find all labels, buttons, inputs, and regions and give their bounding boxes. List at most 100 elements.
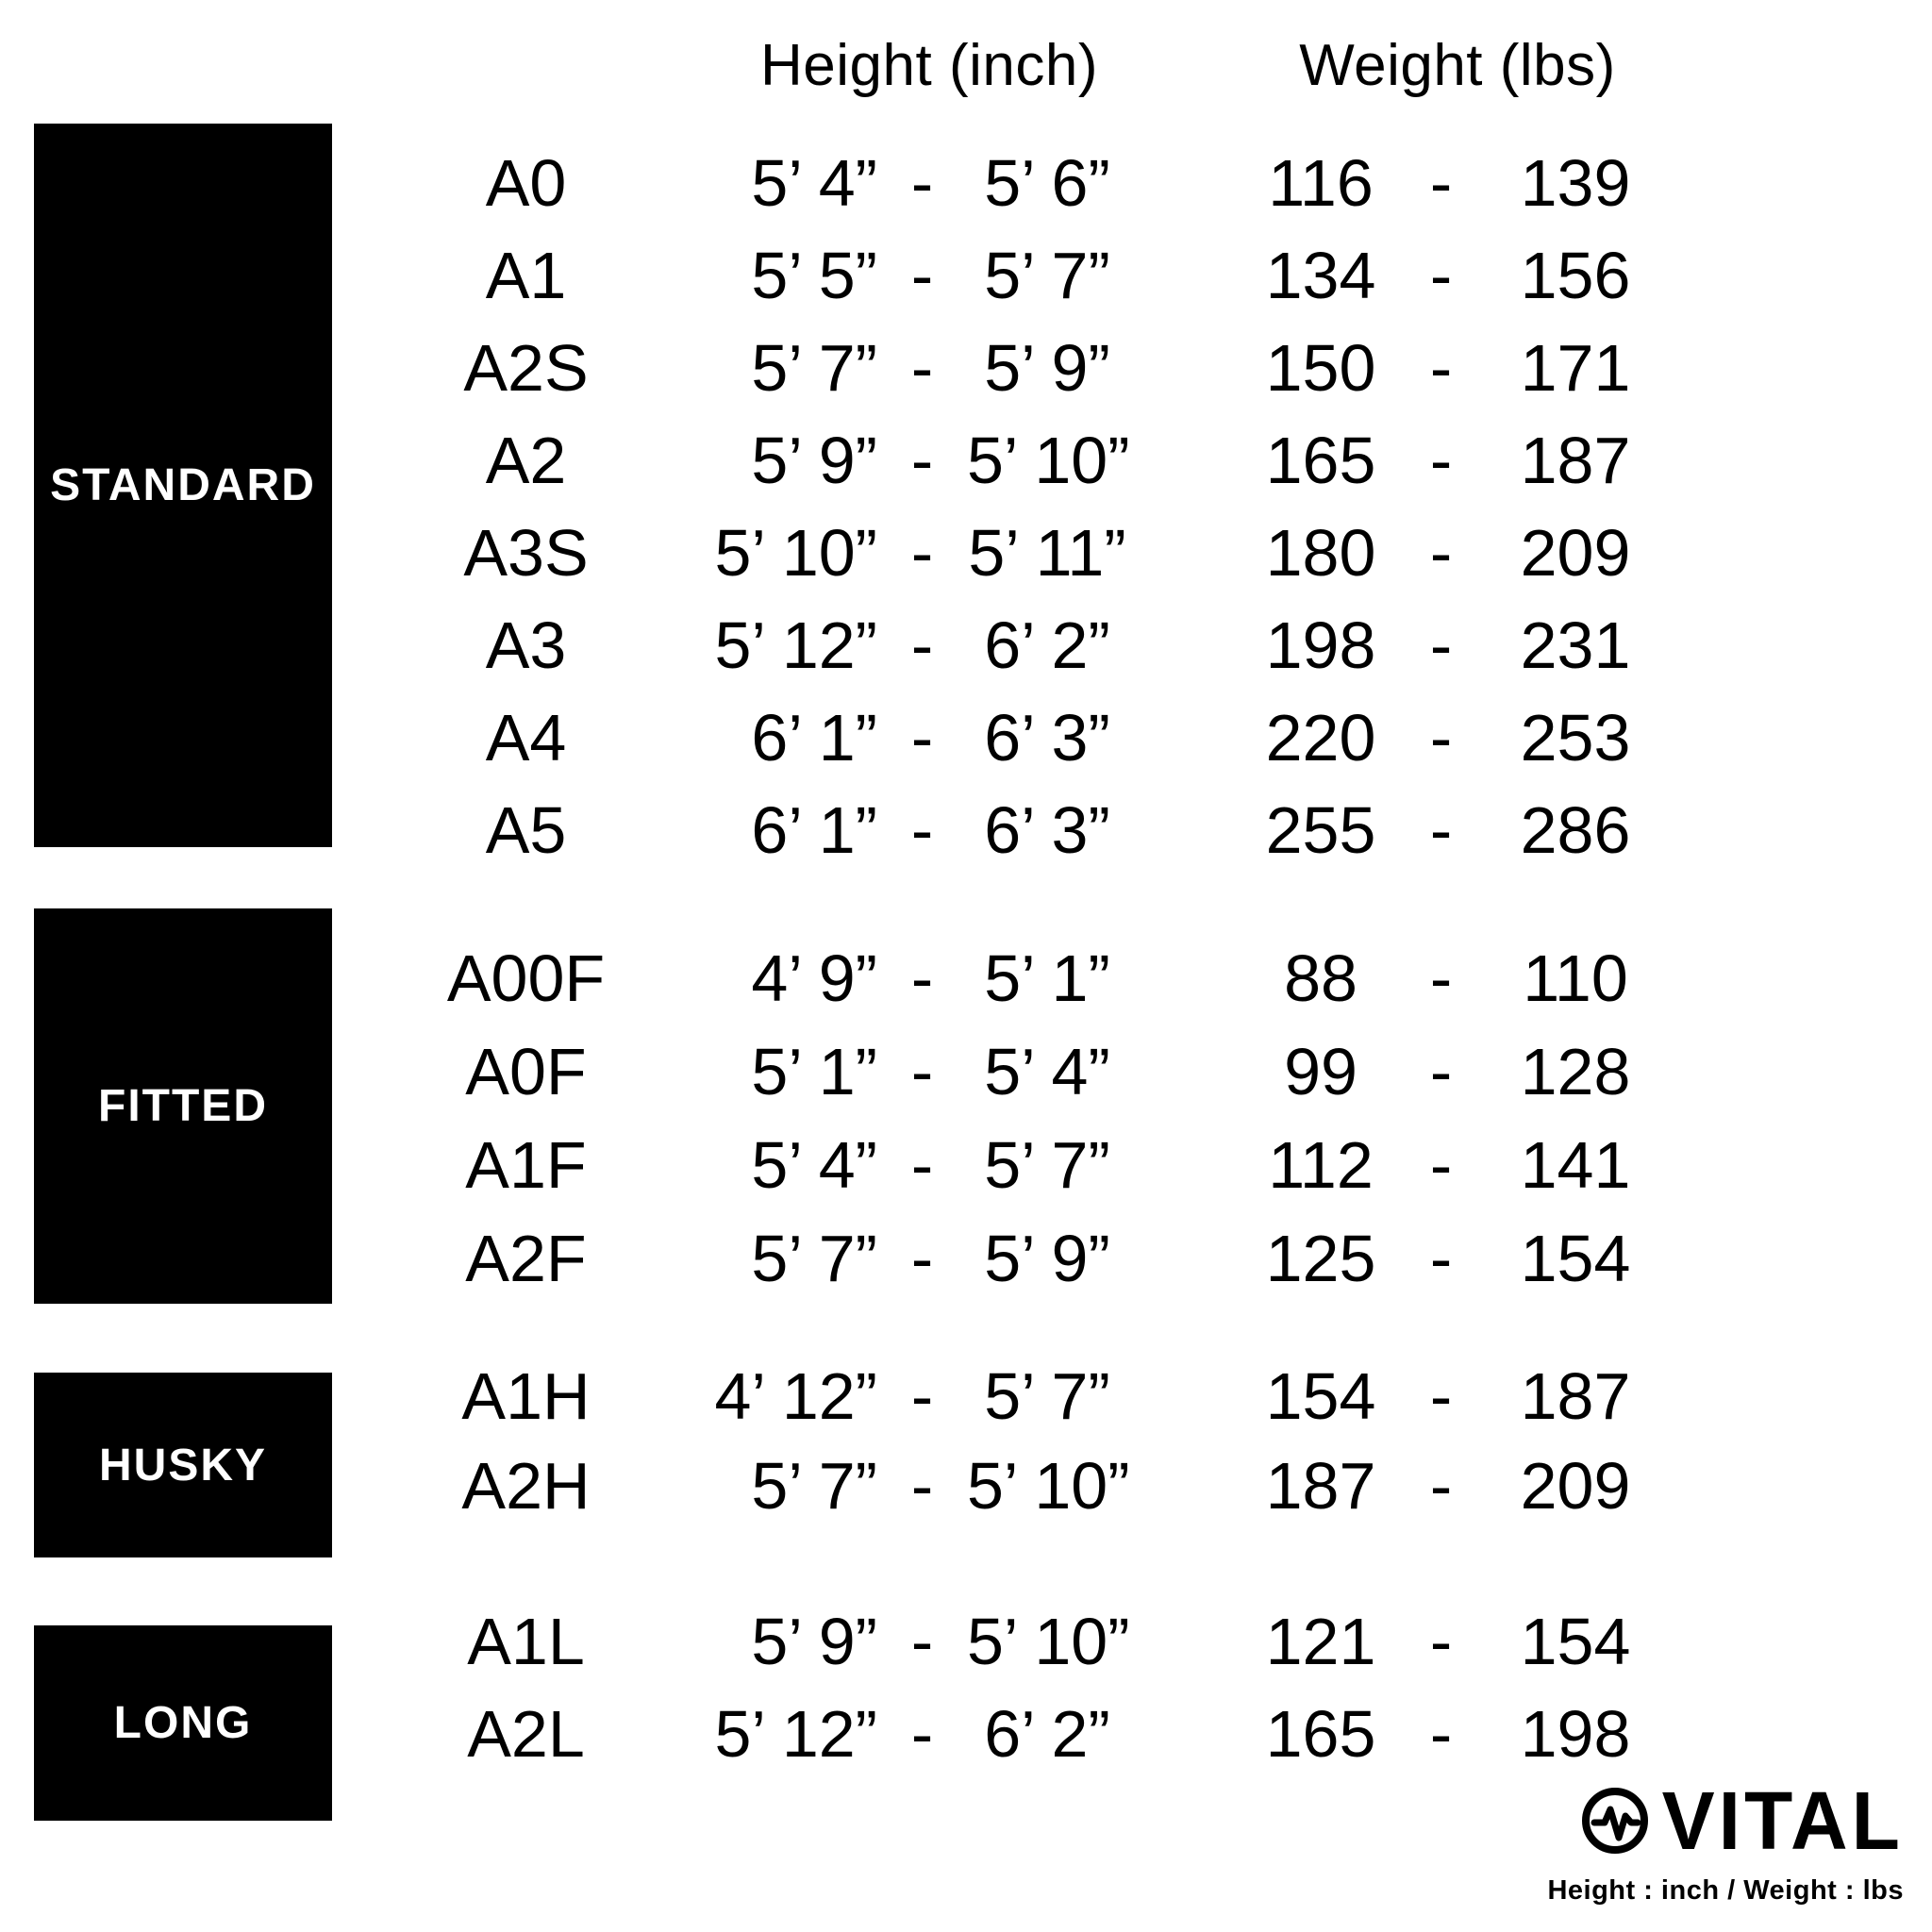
height-max: 5’ 10” [967, 1448, 1130, 1523]
height-min: 5’ 4” [751, 146, 877, 220]
height-min: 5’ 5” [751, 239, 877, 312]
height-min: 5’ 12” [714, 608, 877, 682]
size-code: A5 [485, 793, 567, 867]
category-block-fitted: FITTED [34, 908, 332, 1304]
height-min: 6’ 1” [751, 701, 877, 774]
weight-min: 99 [1284, 1034, 1357, 1108]
weight-max: 209 [1520, 1448, 1631, 1523]
weight-min: 125 [1265, 1221, 1376, 1295]
weight-max: 286 [1520, 793, 1631, 867]
weight-max: 154 [1520, 1221, 1631, 1295]
size-row-a3: A3 5’ 12” -6’ 2” 198-231 [340, 599, 1674, 691]
weight-max: 154 [1520, 1605, 1631, 1678]
height-max: 5’ 10” [967, 424, 1130, 497]
weight-max: 209 [1520, 516, 1631, 590]
weight-max: 231 [1520, 608, 1631, 682]
height-max: 6’ 3” [984, 701, 1110, 774]
range-dash: - [910, 146, 934, 220]
range-dash: - [910, 1127, 934, 1202]
height-max: 5’ 9” [984, 331, 1110, 405]
size-row-a2l: A2L 5’ 12” -6’ 2” 165-198 [340, 1688, 1674, 1780]
height-min: 6’ 1” [751, 793, 877, 867]
weight-max: 128 [1520, 1034, 1631, 1108]
weight-min: 187 [1265, 1448, 1376, 1523]
size-code: A1 [485, 239, 567, 312]
size-row-a2f: A2F 5’ 7” -5’ 9” 125-154 [340, 1211, 1674, 1305]
size-row-a1: A1 5’ 5” -5’ 7” 134-156 [340, 229, 1674, 322]
rows-long: A1L 5’ 9” -5’ 10” 121-154 A2L 5’ 12” -6’ 2” 165… [340, 1595, 1674, 1780]
size-code: A0F [465, 1034, 587, 1108]
size-code: A0 [485, 146, 567, 220]
size-row-a2s: A2S 5’ 7” -5’ 9” 150-171 [340, 322, 1674, 414]
height-max: 6’ 3” [984, 793, 1110, 867]
size-code: A1H [461, 1358, 591, 1433]
range-dash: - [1429, 941, 1453, 1015]
height-min: 5’ 1” [751, 1034, 877, 1108]
size-row-a1f: A1F 5’ 4” -5’ 7” 112-141 [340, 1118, 1674, 1211]
rows-husky: A1H 4’ 12” -5’ 7” 154-187 A2H 5’ 7” -5’ 10” 187… [340, 1351, 1674, 1530]
height-max: 5’ 1” [984, 941, 1110, 1015]
category-block-husky: HUSKY [34, 1373, 332, 1557]
size-row-a3s: A3S 5’ 10” -5’ 11” 180-209 [340, 507, 1674, 599]
weight-min: 88 [1284, 941, 1357, 1015]
range-dash: - [1429, 424, 1453, 497]
range-dash: - [1429, 1034, 1453, 1108]
height-max: 5’ 7” [984, 1127, 1110, 1202]
brand-logo: VITAL [1581, 1774, 1904, 1867]
range-dash: - [910, 793, 934, 867]
range-dash: - [1429, 146, 1453, 220]
range-dash: - [1429, 1127, 1453, 1202]
range-dash: - [1429, 1358, 1453, 1433]
weight-max: 198 [1520, 1697, 1631, 1771]
range-dash: - [910, 941, 934, 1015]
range-dash: - [910, 516, 934, 590]
brand-name: VITAL [1661, 1774, 1904, 1867]
height-max: 5’ 7” [984, 1358, 1110, 1433]
weight-min: 165 [1265, 1697, 1376, 1771]
range-dash: - [910, 239, 934, 312]
height-max: 5’ 6” [984, 146, 1110, 220]
category-label: HUSKY [98, 1440, 268, 1491]
range-dash: - [1429, 239, 1453, 312]
size-code: A3 [485, 608, 567, 682]
range-dash: - [1429, 1221, 1453, 1295]
height-min: 5’ 4” [751, 1127, 877, 1202]
weight-min: 112 [1268, 1127, 1374, 1202]
size-row-a00f: A00F 4’ 9” -5’ 1” 88-110 [340, 931, 1674, 1024]
category-block-standard: STANDARD [34, 124, 332, 847]
range-dash: - [910, 331, 934, 405]
weight-min: 154 [1265, 1358, 1376, 1433]
range-dash: - [910, 424, 934, 497]
height-min: 5’ 10” [714, 516, 877, 590]
height-min: 5’ 7” [751, 1448, 877, 1523]
range-dash: - [910, 1034, 934, 1108]
pulse-circle-icon [1581, 1787, 1649, 1855]
range-dash: - [910, 1605, 934, 1678]
weight-min: 198 [1265, 608, 1376, 682]
size-row-a0: A0 5’ 4” -5’ 6” 116-139 [340, 137, 1674, 229]
category-label: LONG [113, 1698, 253, 1748]
weight-min: 116 [1268, 146, 1374, 220]
size-code: A2L [467, 1697, 585, 1771]
size-code: A2S [463, 331, 589, 405]
range-dash: - [1429, 1448, 1453, 1523]
size-code: A1F [465, 1127, 587, 1202]
size-code: A2H [461, 1448, 591, 1523]
weight-min: 255 [1265, 793, 1376, 867]
weight-max: 187 [1520, 1358, 1631, 1433]
range-dash: - [1429, 1605, 1453, 1678]
size-code: A2 [485, 424, 567, 497]
units-note: Height : inch / Weight : lbs [1547, 1875, 1904, 1906]
range-dash: - [1429, 793, 1453, 867]
range-dash: - [910, 1448, 934, 1523]
range-dash: - [910, 1697, 934, 1771]
size-row-a0f: A0F 5’ 1” -5’ 4” 99-128 [340, 1024, 1674, 1118]
range-dash: - [910, 1221, 934, 1295]
category-label: STANDARD [50, 460, 316, 510]
category-label: FITTED [98, 1081, 268, 1131]
size-code: A4 [485, 701, 567, 774]
size-row-a1h: A1H 4’ 12” -5’ 7” 154-187 [340, 1351, 1674, 1441]
height-max: 5’ 10” [967, 1605, 1130, 1678]
size-row-a1l: A1L 5’ 9” -5’ 10” 121-154 [340, 1595, 1674, 1688]
